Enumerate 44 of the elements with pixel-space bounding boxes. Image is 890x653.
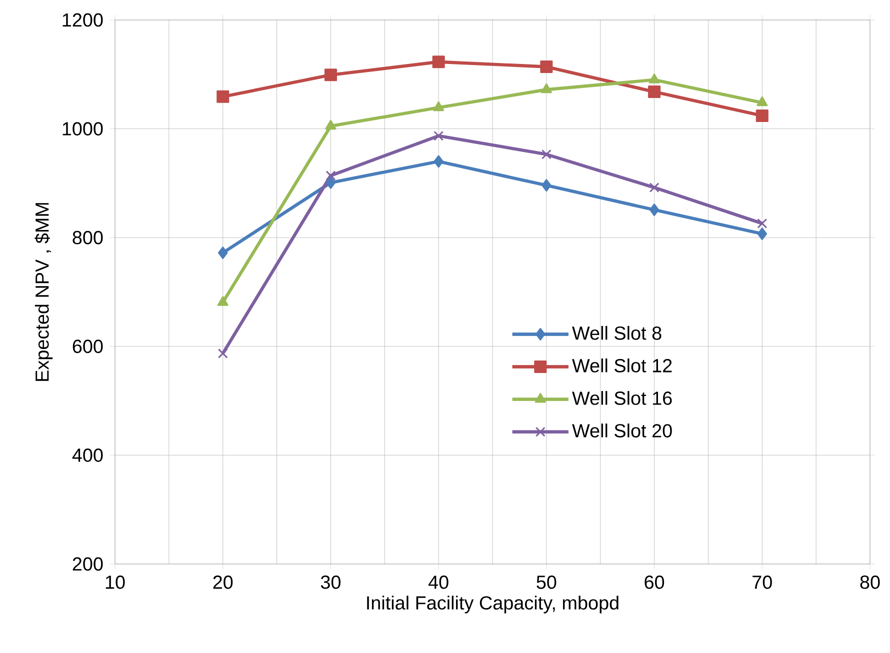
- point: [757, 228, 768, 240]
- point: [648, 86, 661, 98]
- x-axis-title: Initial Facility Capacity, mbopd: [367, 596, 618, 614]
- legend-label: Well Slot 8: [572, 326, 662, 340]
- x-tick-label: 50: [536, 575, 556, 589]
- y-tick-label: 600: [72, 340, 103, 354]
- point: [648, 74, 660, 84]
- point: [218, 246, 228, 260]
- point: [326, 176, 336, 189]
- point: [542, 179, 552, 192]
- point: [218, 348, 228, 358]
- y-tick-label: 1000: [62, 122, 103, 136]
- point: [757, 218, 768, 228]
- y-tick-label: 800: [72, 230, 103, 244]
- point: [756, 109, 768, 122]
- x-tick-label: 40: [428, 575, 448, 589]
- y-tick-label: 400: [72, 448, 103, 462]
- point: [433, 101, 444, 112]
- x-tick-label: 10: [106, 575, 125, 589]
- point: [324, 68, 337, 82]
- point: [216, 90, 230, 103]
- x-tick-label: 70: [752, 575, 772, 589]
- point: [434, 130, 444, 141]
- point: [541, 149, 552, 160]
- x-tick-label: 60: [644, 575, 664, 589]
- legend-label: Well Slot 16: [572, 391, 672, 405]
- point: [217, 296, 228, 306]
- point: [649, 182, 660, 193]
- point: [756, 96, 768, 106]
- point: [540, 60, 553, 74]
- legend-label: Well Slot 20: [572, 424, 672, 438]
- point: [325, 120, 336, 130]
- legend-label: Well Slot 12: [572, 358, 672, 372]
- y-tick-label: 1200: [62, 13, 103, 27]
- x-tick-label: 20: [213, 575, 233, 589]
- y-tick-label: 200: [72, 557, 103, 571]
- x-tick-label: 80: [860, 575, 880, 589]
- point: [434, 155, 444, 168]
- point: [326, 170, 336, 181]
- point: [432, 56, 445, 68]
- x-tick-label: 30: [320, 575, 340, 589]
- point: [540, 83, 552, 94]
- y-axis-title: Expected NPV , $MM: [34, 203, 53, 381]
- point: [649, 204, 660, 216]
